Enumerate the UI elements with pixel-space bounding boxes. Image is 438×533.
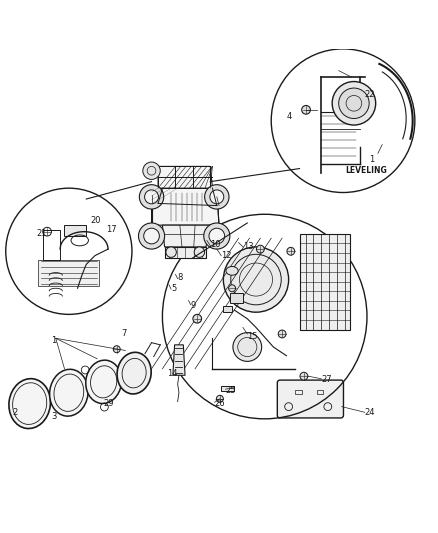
Polygon shape — [221, 386, 234, 391]
Polygon shape — [158, 166, 212, 188]
Ellipse shape — [9, 378, 50, 429]
Circle shape — [204, 223, 230, 249]
Circle shape — [300, 372, 308, 380]
Ellipse shape — [226, 266, 238, 275]
Ellipse shape — [117, 352, 151, 394]
Circle shape — [216, 395, 223, 402]
Text: 1: 1 — [369, 156, 374, 164]
Ellipse shape — [49, 369, 88, 416]
Circle shape — [139, 184, 164, 209]
Circle shape — [256, 245, 264, 253]
Polygon shape — [230, 293, 243, 303]
Circle shape — [339, 88, 369, 118]
Circle shape — [113, 346, 120, 353]
Text: 1: 1 — [51, 336, 57, 345]
Circle shape — [145, 190, 159, 204]
Circle shape — [138, 223, 165, 249]
Text: 21: 21 — [36, 229, 47, 238]
Text: 17: 17 — [106, 225, 117, 234]
FancyBboxPatch shape — [277, 380, 343, 418]
Text: 10: 10 — [210, 240, 221, 249]
Circle shape — [302, 106, 311, 114]
Text: 3: 3 — [51, 412, 57, 421]
Polygon shape — [162, 225, 210, 247]
Circle shape — [194, 247, 205, 257]
Circle shape — [205, 184, 229, 209]
Text: 4: 4 — [286, 112, 292, 121]
Text: 24: 24 — [365, 408, 375, 417]
Bar — [300, 234, 350, 329]
Text: 26: 26 — [215, 399, 225, 408]
Text: 7: 7 — [121, 329, 127, 338]
Circle shape — [233, 333, 261, 361]
Bar — [295, 390, 302, 394]
Circle shape — [278, 330, 286, 338]
Polygon shape — [152, 188, 219, 225]
Text: 15: 15 — [247, 332, 258, 341]
Circle shape — [229, 285, 236, 292]
Circle shape — [210, 190, 224, 204]
Text: 22: 22 — [365, 90, 375, 99]
Polygon shape — [165, 247, 206, 258]
Circle shape — [332, 82, 376, 125]
Text: 5: 5 — [171, 284, 177, 293]
Text: 27: 27 — [321, 375, 332, 384]
Circle shape — [209, 228, 225, 244]
Bar — [171, 192, 204, 221]
Text: 13: 13 — [243, 243, 254, 252]
Circle shape — [143, 162, 160, 180]
Polygon shape — [64, 225, 86, 236]
Text: 12: 12 — [221, 251, 232, 260]
Circle shape — [144, 228, 159, 244]
Text: 2: 2 — [12, 408, 18, 417]
Polygon shape — [173, 345, 185, 375]
Circle shape — [166, 247, 177, 257]
Text: 9: 9 — [191, 301, 196, 310]
Polygon shape — [39, 260, 99, 286]
Text: 25: 25 — [226, 386, 236, 395]
Ellipse shape — [86, 360, 122, 403]
Bar — [317, 390, 323, 394]
Circle shape — [193, 314, 201, 323]
Polygon shape — [223, 305, 232, 312]
Text: 20: 20 — [91, 216, 101, 225]
Text: 29: 29 — [104, 399, 114, 408]
Text: 14: 14 — [167, 369, 177, 377]
Circle shape — [287, 247, 295, 255]
Text: LEVELING: LEVELING — [345, 166, 387, 175]
Text: 8: 8 — [178, 273, 183, 282]
Circle shape — [223, 247, 289, 312]
